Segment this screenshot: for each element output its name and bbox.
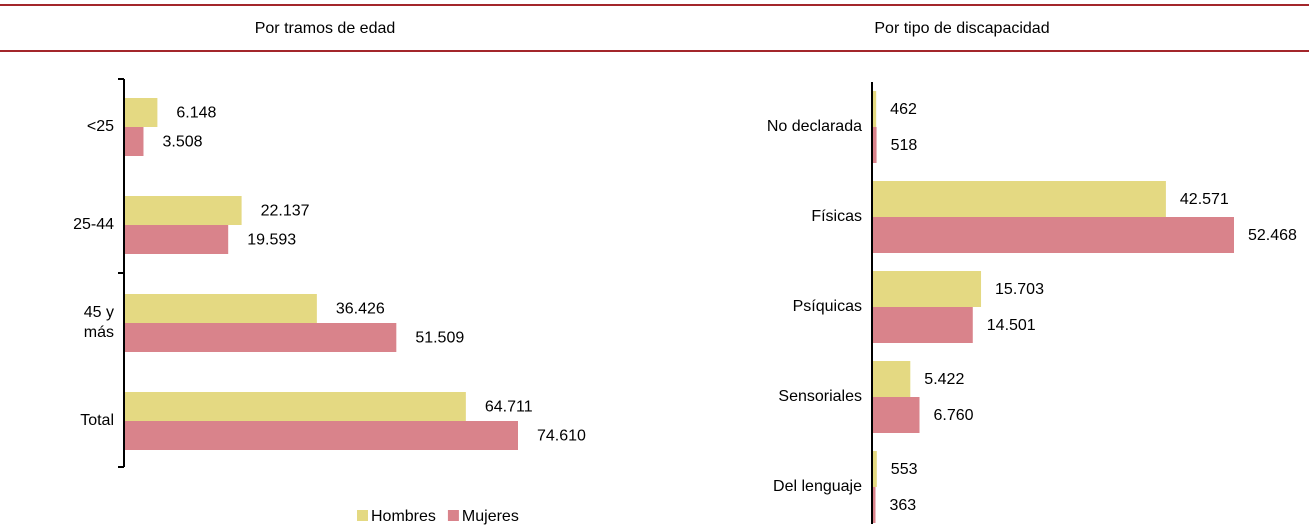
bar [125, 196, 242, 225]
bar [873, 361, 911, 397]
y-tick-label: Físicas [811, 208, 862, 225]
bar [873, 217, 1234, 253]
y-tick-label: <25 [86, 118, 114, 135]
chart-title: Por tipo de discapacidad [874, 20, 1049, 37]
data-label: 42.571 [1180, 191, 1229, 208]
y-tick-label: Psíquicas [792, 298, 862, 315]
y-tick-label: Total [80, 412, 114, 429]
axis-left [118, 78, 125, 468]
data-label: 462 [890, 101, 917, 118]
data-label: 19.593 [247, 232, 296, 249]
data-label: 22.137 [261, 203, 310, 220]
data-label: 363 [889, 497, 916, 514]
data-label: 3.508 [162, 134, 202, 151]
data-label: 6.148 [176, 105, 216, 122]
data-label: 52.468 [1248, 227, 1297, 244]
bar [873, 91, 877, 127]
bar [125, 392, 466, 421]
legend-swatch [357, 510, 368, 521]
chart-title: Por tramos de edad [255, 20, 396, 37]
bar [125, 225, 229, 254]
legend-swatch [447, 510, 459, 521]
bar [125, 323, 397, 352]
y-tick-label: No declarada [766, 118, 862, 135]
bar [125, 127, 144, 156]
y-tick-label: 45 y más [83, 304, 114, 341]
bar [873, 451, 877, 487]
data-label: 6.760 [934, 407, 974, 424]
y-tick-label: Sensoriales [778, 388, 862, 405]
y-tick-label: Del lenguaje [773, 478, 862, 495]
bar [125, 294, 317, 323]
legend-label: Hombres [371, 508, 436, 525]
bar [125, 421, 518, 450]
data-label: 15.703 [995, 281, 1044, 298]
legend-label: Mujeres [462, 508, 519, 525]
y-tick-label: 25-44 [73, 216, 114, 233]
data-label: 5.422 [924, 371, 964, 388]
data-label: 51.509 [415, 330, 464, 347]
bar [873, 127, 877, 163]
data-label: 14.501 [987, 317, 1036, 334]
bar [873, 487, 876, 523]
bar [873, 271, 982, 307]
data-label: 518 [891, 137, 918, 154]
data-label: 36.426 [336, 301, 385, 318]
data-label: 553 [891, 461, 918, 478]
bar [873, 397, 920, 433]
data-label: 74.610 [537, 428, 586, 445]
bar [125, 98, 158, 127]
data-label: 64.711 [485, 399, 533, 416]
bar [873, 181, 1166, 217]
bar [873, 307, 973, 343]
